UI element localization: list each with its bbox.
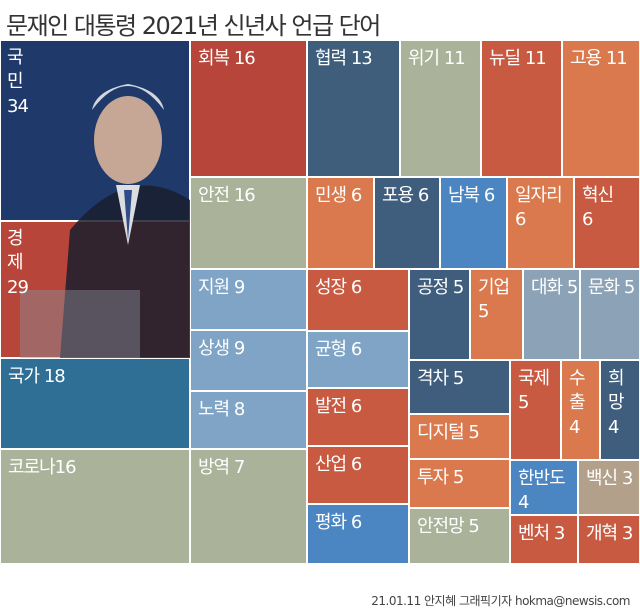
treemap-label-성장: 성장 6: [315, 276, 361, 300]
treemap-label-국가: 국가 18: [8, 365, 65, 389]
treemap-cell-국제: 국제 5: [510, 360, 561, 460]
treemap-cell-백신: 백신 3: [578, 460, 640, 515]
treemap-label-혁신: 혁신 6: [582, 184, 613, 233]
treemap-label-위기: 위기 11: [408, 47, 465, 71]
treemap-cell-기업: 기업 5: [470, 269, 523, 360]
treemap: 국가 18 코로나16 회복 16 안전 16 협력 13 위기 11 뉴딜 11 고용 11…: [0, 40, 640, 564]
treemap-cell-방역: 방역 7: [190, 449, 307, 564]
treemap-cell-안전망: 안전망 5: [409, 508, 510, 564]
treemap-label-방역: 방역 7: [198, 456, 244, 480]
treemap-cell-혁신: 혁신 6: [574, 177, 640, 269]
treemap-cell-문화: 문화 5: [580, 269, 640, 360]
treemap-cell-발전: 발전 6: [307, 388, 409, 446]
treemap-cell-투자: 투자 5: [409, 459, 510, 508]
treemap-label-평화: 평화 6: [315, 511, 361, 535]
treemap-cell-일자리: 일자리 6: [507, 177, 574, 269]
treemap-cell-희망: 희망 4: [600, 360, 640, 460]
treemap-label-일자리: 일자리 6: [515, 184, 562, 233]
treemap-cell-한반도: 한반도 4: [510, 460, 578, 515]
treemap-label-민생: 민생 6: [315, 184, 361, 208]
treemap-cell-벤처: 벤처 3: [510, 515, 578, 564]
treemap-label-경제: 경제 29: [7, 227, 28, 300]
treemap-cell-회복: 회복 16: [190, 40, 307, 177]
treemap-cell-안전: 안전 16: [190, 177, 307, 269]
treemap-label-안전망: 안전망 5: [417, 515, 479, 539]
treemap-label-문화: 문화 5: [588, 276, 634, 300]
treemap-cell-성장: 성장 6: [307, 269, 409, 331]
treemap-cell-균형: 균형 6: [307, 331, 409, 388]
treemap-cell-지원: 지원 9: [190, 269, 307, 330]
treemap-cell-공정: 공정 5: [409, 269, 470, 360]
treemap-cell-코로나: 코로나16: [0, 449, 190, 564]
treemap-cell-상생: 상생 9: [190, 330, 307, 391]
treemap-label-포용: 포용 6: [382, 184, 428, 208]
treemap-cell-격차: 격차 5: [409, 360, 510, 414]
treemap-label-백신: 백신 3: [586, 467, 632, 491]
treemap-cell-위기: 위기 11: [400, 40, 481, 177]
treemap-label-벤처: 벤처 3: [518, 522, 564, 546]
treemap-label-안전: 안전 16: [198, 184, 255, 208]
treemap-label-노력: 노력 8: [198, 398, 244, 422]
treemap-label-희망: 희망 4: [608, 367, 639, 440]
chart-title: 문재인 대통령 2021년 신년사 언급 단어: [6, 6, 380, 41]
treemap-cell-평화: 평화 6: [307, 504, 409, 564]
treemap-cell-남북: 남북 6: [440, 177, 507, 269]
treemap-label-균형: 균형 6: [315, 338, 361, 362]
treemap-label-한반도: 한반도 4: [518, 467, 577, 515]
treemap-label-회복: 회복 16: [198, 47, 255, 71]
treemap-label-남북: 남북 6: [448, 184, 494, 208]
treemap-cell-노력: 노력 8: [190, 391, 307, 449]
treemap-cell-고용: 고용 11: [562, 40, 640, 177]
treemap-label-공정: 공정 5: [417, 276, 463, 300]
treemap-label-기업: 기업 5: [478, 276, 522, 325]
treemap-label-대화: 대화 5: [531, 276, 577, 300]
treemap-label-발전: 발전 6: [315, 395, 361, 419]
treemap-cell-국가: 국가 18: [0, 358, 190, 449]
treemap-cell-수출: 수출 4: [561, 360, 600, 460]
treemap-cell-개혁: 개혁 3: [578, 515, 640, 564]
treemap-label-고용: 고용 11: [570, 47, 627, 71]
treemap-cell-디지털: 디지털 5: [409, 414, 510, 459]
treemap-cell-민생: 민생 6: [307, 177, 374, 269]
treemap-cell-대화: 대화 5: [523, 269, 580, 360]
treemap-label-국제: 국제 5: [518, 367, 560, 416]
treemap-cell-포용: 포용 6: [374, 177, 440, 269]
treemap-label-수출: 수출 4: [569, 367, 599, 440]
treemap-label-격차: 격차 5: [417, 367, 463, 391]
treemap-label-협력: 협력 13: [315, 47, 372, 71]
treemap-cell-협력: 협력 13: [307, 40, 400, 177]
treemap-cell-뉴딜: 뉴딜 11: [481, 40, 562, 177]
treemap-label-개혁: 개혁 3: [586, 522, 632, 546]
treemap-label-지원: 지원 9: [198, 276, 244, 300]
treemap-label-산업: 산업 6: [315, 453, 361, 477]
treemap-cell-경제: [0, 221, 190, 358]
treemap-cell-국민: [0, 40, 190, 221]
treemap-label-국민: 국민 34: [7, 46, 28, 119]
credit-line: 21.01.11 안지혜 그래픽기자 hokma@newsis.com: [371, 592, 630, 609]
treemap-label-디지털: 디지털 5: [417, 421, 479, 445]
treemap-cell-산업: 산업 6: [307, 446, 409, 504]
treemap-label-상생: 상생 9: [198, 337, 244, 361]
treemap-label-투자: 투자 5: [417, 466, 463, 490]
treemap-label-코로나: 코로나16: [8, 456, 76, 480]
treemap-label-뉴딜: 뉴딜 11: [489, 47, 546, 71]
